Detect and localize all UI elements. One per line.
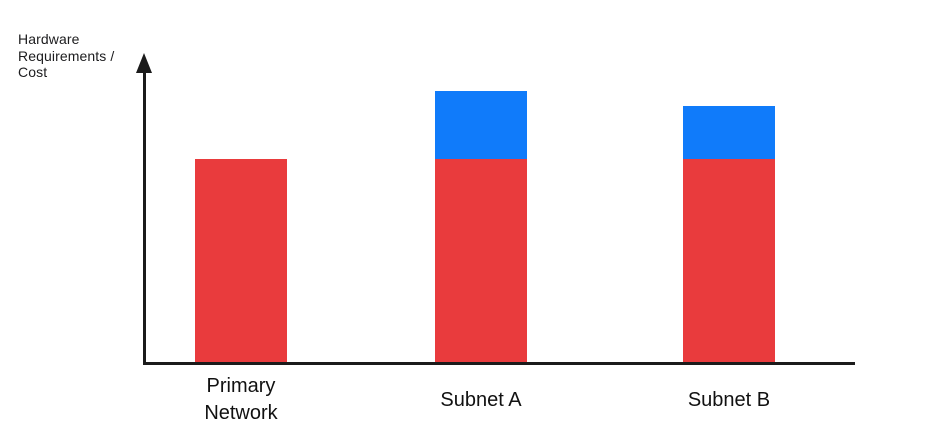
bar-segment-base-hardware-cost (435, 158, 527, 362)
bar-segment-additional-overhead (683, 106, 775, 159)
bar-primary-network (195, 158, 287, 362)
bar-segment-additional-overhead (435, 90, 527, 159)
x-axis-label-subnet-a: Subnet A (440, 388, 522, 411)
bar-subnet-b (683, 106, 775, 362)
bar-segment-base-hardware-cost (683, 158, 775, 362)
bar-subnet-a (435, 90, 527, 362)
x-axis-label-subnet-b: Subnet B (687, 388, 771, 411)
y-axis-line (143, 66, 146, 364)
bar-segment-base-hardware-cost (195, 158, 287, 362)
x-axis-label-primary-network: Primary Network (204, 375, 278, 424)
y-axis-arrowhead-icon (136, 53, 152, 73)
y-axis-label: Hardware Requirements / Cost (18, 31, 115, 80)
x-axis-line (143, 362, 855, 365)
